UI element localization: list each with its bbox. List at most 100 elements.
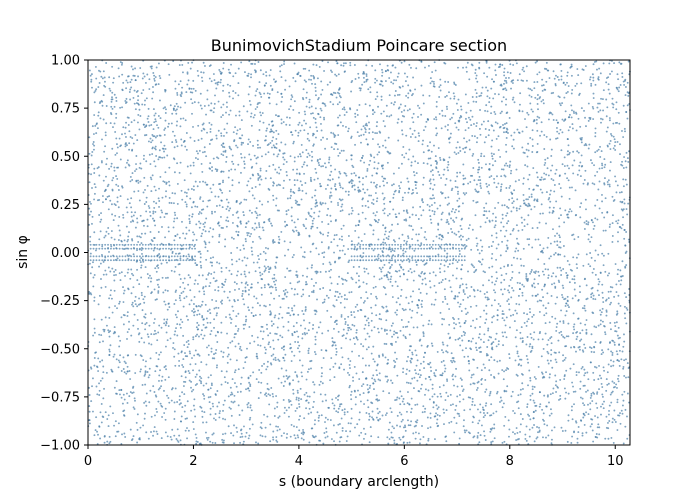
scatter-point [589,396,592,399]
scatter-point [511,98,514,101]
scatter-point [434,274,437,277]
scatter-point [308,154,311,157]
scatter-point [150,141,153,144]
scatter-point [215,300,218,303]
scatter-point [144,328,147,331]
scatter-point [256,156,259,159]
scatter-point [458,253,461,255]
scatter-point [497,66,500,69]
scatter-point [385,319,388,322]
scatter-point [176,439,179,442]
scatter-point [88,405,91,408]
scatter-point [97,303,100,306]
scatter-point [452,92,455,95]
scatter-point [472,166,475,169]
scatter-point [398,269,401,272]
scatter-point [314,435,317,438]
scatter-point [229,407,232,410]
scatter-point [323,301,326,303]
scatter-point [125,206,128,209]
scatter-point [149,65,152,68]
scatter-point [214,82,217,85]
scatter-point [325,294,328,297]
scatter-point [297,436,300,439]
scatter-point [572,312,575,315]
scatter-point [324,147,327,150]
scatter-point [407,355,410,358]
scatter-point [158,200,161,202]
scatter-point [375,416,378,419]
scatter-point [197,250,200,253]
scatter-point [604,197,607,200]
scatter-point [189,289,192,292]
scatter-point [243,163,246,165]
scatter-point [404,325,407,328]
scatter-point [98,425,101,428]
scatter-point [319,288,322,290]
scatter-point [464,177,467,180]
scatter-point [298,111,301,114]
scatter-point [411,238,414,240]
scatter-point [109,330,112,333]
scatter-point [229,72,232,74]
scatter-point [231,160,234,163]
scatter-point [555,380,558,383]
scatter-point [289,155,292,158]
scatter-point [386,375,389,378]
scatter-point [553,190,556,193]
scatter-point [382,241,385,244]
scatter-point [566,177,569,180]
scatter-point [386,181,389,184]
scatter-point [199,305,202,308]
scatter-point [577,236,580,238]
scatter-point [382,180,385,183]
scatter-point [472,288,475,291]
scatter-point [191,310,194,312]
scatter-point [577,426,580,428]
scatter-point [368,163,371,166]
scatter-point [257,174,260,177]
scatter-point [247,74,250,77]
scatter-point [446,203,449,206]
scatter-point [319,232,322,235]
scatter-point [222,226,224,229]
scatter-point [280,122,283,125]
scatter-point [175,108,178,111]
scatter-point [626,213,629,216]
scatter-point [394,260,397,263]
scatter-point [109,122,112,125]
scatter-point [174,109,177,112]
scatter-point [552,91,555,94]
scatter-point [596,391,599,394]
scatter-point [120,369,123,372]
scatter-point [319,201,322,204]
scatter-point [149,357,152,360]
scatter-point [265,392,267,395]
scatter-point [600,117,602,120]
scatter-point [623,237,626,240]
scatter-point [300,371,303,374]
scatter-point [505,103,507,106]
scatter-point [411,300,414,303]
scatter-point [575,338,578,341]
scatter-point [297,380,300,383]
scatter-point [320,109,323,112]
scatter-point [180,95,183,98]
scatter-point [405,360,408,363]
scatter-point [428,94,431,97]
scatter-point [370,292,373,295]
scatter-point [301,189,304,192]
scatter-point [580,367,583,370]
scatter-point [108,250,110,253]
scatter-point [545,173,548,176]
scatter-point [139,354,142,357]
scatter-point [320,375,323,378]
scatter-point [100,160,103,162]
scatter-point [411,351,414,354]
scatter-point [449,97,452,100]
scatter-point [155,270,158,273]
scatter-point [480,338,482,341]
scatter-point [350,417,353,420]
scatter-point [157,62,160,65]
scatter-point [233,442,235,445]
